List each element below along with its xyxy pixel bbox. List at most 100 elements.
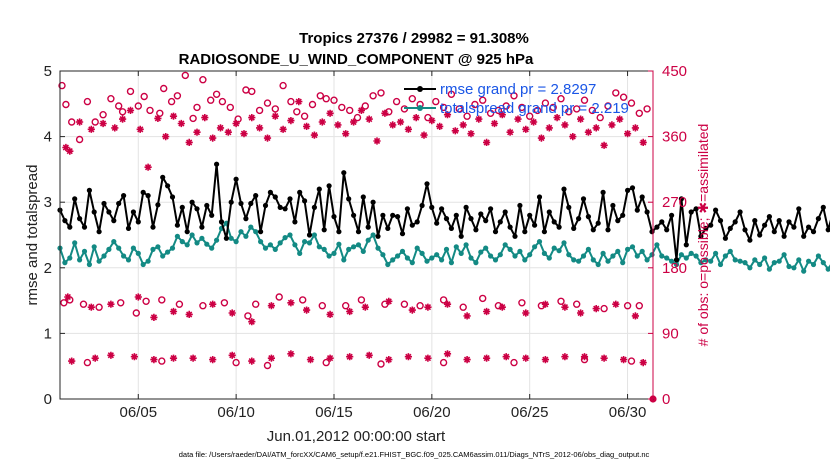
- assimilated-obs-point: [361, 303, 369, 311]
- rmse-point: [258, 229, 264, 235]
- assimilated-obs-point: [357, 106, 365, 114]
- possible-obs-point: [463, 112, 471, 120]
- assimilated-obs-point: [177, 119, 185, 128]
- rmse-point: [62, 218, 68, 224]
- totalspread-point: [277, 240, 283, 246]
- assimilated-obs-point: [126, 106, 135, 114]
- totalspread-series: [57, 220, 830, 274]
- rmse-point: [644, 209, 650, 215]
- possible-obs-point: [455, 105, 463, 113]
- possible-obs-point: [58, 81, 66, 90]
- totalspread-point: [165, 249, 171, 255]
- totalspread-point: [590, 257, 596, 263]
- rmse-point: [223, 235, 229, 241]
- totalspread-point: [429, 255, 435, 261]
- rmse-point: [747, 237, 753, 243]
- rmse-point: [424, 181, 430, 187]
- assimilated-obs-point: [76, 118, 84, 126]
- totalspread-point: [810, 261, 817, 268]
- totalspread-point: [253, 229, 259, 235]
- assimilated-obs-point: [326, 354, 334, 362]
- rmse-point: [326, 183, 332, 189]
- totalspread-point: [184, 242, 190, 248]
- totalspread-point: [825, 266, 830, 272]
- rmse-point: [404, 206, 410, 212]
- y-tick-label: 4: [44, 129, 52, 146]
- assimilated-obs-point: [99, 119, 107, 128]
- possible-obs-point: [580, 96, 589, 104]
- rmse-point: [536, 194, 543, 200]
- totalspread-point: [321, 246, 327, 252]
- totalspread-point: [698, 260, 704, 266]
- totalspread-point: [390, 257, 396, 263]
- rmse-point: [150, 224, 156, 230]
- rmse-point: [507, 224, 513, 230]
- rmse-point: [409, 222, 415, 228]
- possible-obs-point: [573, 300, 581, 308]
- y-right-tick-label: 180: [662, 260, 687, 277]
- rmse-point: [796, 206, 802, 212]
- assimilated-obs-point: [224, 128, 232, 136]
- legend-rmse-marker: [417, 86, 423, 92]
- totalspread-point: [820, 260, 826, 266]
- totalspread-point: [507, 246, 513, 252]
- totalspread-point: [194, 240, 200, 246]
- possible-obs-point: [627, 99, 636, 107]
- assimilated-obs-point: [530, 118, 538, 126]
- possible-obs-point: [486, 109, 495, 118]
- assimilated-obs-point: [216, 124, 225, 132]
- assimilated-obs-point: [620, 356, 628, 364]
- assimilated-obs-point: [506, 128, 514, 136]
- rmse-point: [101, 200, 107, 207]
- totalspread-point: [791, 265, 797, 271]
- rmse-point: [576, 216, 582, 222]
- possible-obs-point: [635, 302, 643, 310]
- y-right-tick-label: 450: [662, 63, 687, 80]
- y-tick-label: 5: [44, 63, 52, 80]
- possible-obs-point: [353, 113, 362, 122]
- possible-obs-point: [416, 302, 424, 310]
- totalspread-point: [233, 239, 239, 245]
- rmse-point: [610, 202, 616, 209]
- assimilated-obs-point: [119, 115, 127, 123]
- assimilated-obs-point: [451, 127, 459, 135]
- totalspread-point: [659, 253, 665, 259]
- y-tick-label: 1: [44, 325, 52, 342]
- totalspread-point: [111, 239, 117, 245]
- possible-obs-point: [159, 84, 168, 93]
- totalspread-point: [140, 261, 146, 268]
- possible-obs-point: [432, 97, 440, 106]
- totalspread-point: [174, 233, 180, 239]
- assimilated-obs-point: [346, 307, 354, 316]
- totalspread-point: [806, 258, 812, 264]
- totalspread-point: [169, 245, 176, 251]
- possible-obs-point: [392, 97, 401, 106]
- rmse-point: [517, 202, 523, 209]
- assimilated-obs-point: [639, 138, 647, 146]
- possible-obs-point: [447, 90, 456, 99]
- rmse-point: [375, 233, 381, 239]
- possible-obs-point: [619, 93, 628, 101]
- rmse-point: [605, 227, 611, 233]
- assimilated-obs-point: [87, 303, 95, 311]
- possible-obs-point: [643, 105, 651, 113]
- legend-spread-marker: [417, 105, 423, 111]
- possible-obs-point: [126, 87, 135, 96]
- totalspread-point: [673, 261, 680, 268]
- possible-obs-point: [83, 97, 92, 106]
- possible-obs-point: [299, 296, 307, 304]
- possible-obs-point: [251, 300, 260, 308]
- totalspread-point: [336, 241, 342, 247]
- rmse-point: [590, 227, 596, 233]
- totalspread-point: [331, 250, 337, 256]
- rmse-point: [243, 216, 249, 222]
- assimilated-obs-point: [373, 137, 381, 145]
- totalspread-point: [546, 255, 552, 261]
- rmse-point: [341, 170, 347, 176]
- assimilated-obs-point: [256, 124, 264, 132]
- assimilated-obs-point: [443, 111, 452, 119]
- possible-obs-point: [244, 312, 252, 320]
- assimilated-obs-point: [498, 111, 506, 119]
- assimilated-obs-point: [420, 131, 428, 139]
- possible-obs-point: [510, 358, 518, 367]
